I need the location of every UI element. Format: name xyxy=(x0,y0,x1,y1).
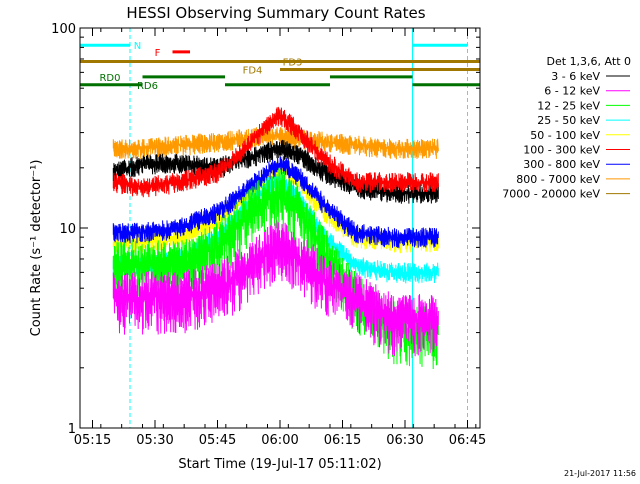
y-tick-label: 10 xyxy=(59,222,76,237)
x-tick-label: 06:30 xyxy=(386,433,423,448)
flag-label: N xyxy=(134,41,141,52)
legend-header: Det 1,3,6, Att 0 xyxy=(547,55,631,68)
flag-label: F xyxy=(155,48,161,59)
legend-label: 6 - 12 keV xyxy=(544,85,600,98)
y-tick-label: 100 xyxy=(51,22,76,37)
series-line xyxy=(112,106,439,198)
legend-label: 25 - 50 keV xyxy=(537,114,600,127)
series-800-to-7000keV xyxy=(112,126,439,160)
series-line xyxy=(112,126,439,160)
legend-label: 12 - 25 keV xyxy=(537,99,600,112)
series-100-to-300keV xyxy=(112,106,439,198)
x-tick-label: 05:45 xyxy=(199,433,236,448)
legend-label: 800 - 7000 keV xyxy=(516,173,600,186)
series-300-to-800keV xyxy=(112,156,439,249)
x-tick-label: 06:45 xyxy=(449,433,486,448)
y-tick-label: 1 xyxy=(68,422,76,437)
legend-label: 100 - 300 keV xyxy=(523,144,600,157)
x-tick-label: 06:15 xyxy=(324,433,361,448)
flag-label: RD0 xyxy=(99,73,120,84)
legend-label: 50 - 100 keV xyxy=(530,129,600,142)
plot-area: NFFD3FD4RD0RD611010005:1505:3005:4506:00… xyxy=(51,22,486,448)
x-tick-label: 05:15 xyxy=(74,433,111,448)
series-line xyxy=(112,220,439,357)
series-6-to-12keV xyxy=(112,220,439,357)
series-line xyxy=(112,156,439,249)
x-axis-label: Start Time (19-Jul-17 05:11:02) xyxy=(178,457,381,472)
x-tick-label: 05:30 xyxy=(136,433,173,448)
flag-label: RD6 xyxy=(137,81,158,92)
footer-date: 21-Jul-2017 11:56 xyxy=(564,469,636,478)
flag-label: FD4 xyxy=(243,66,263,77)
legend-label: 7000 - 20000 keV xyxy=(502,188,600,201)
x-tick-label: 06:00 xyxy=(261,433,298,448)
y-axis-label: Count Rate (s⁻¹ detector⁻¹) xyxy=(29,160,44,337)
chart-title: HESSI Observing Summary Count Rates xyxy=(126,4,425,22)
legend-label: 300 - 800 keV xyxy=(523,158,600,171)
legend-label: 3 - 6 keV xyxy=(551,70,600,83)
